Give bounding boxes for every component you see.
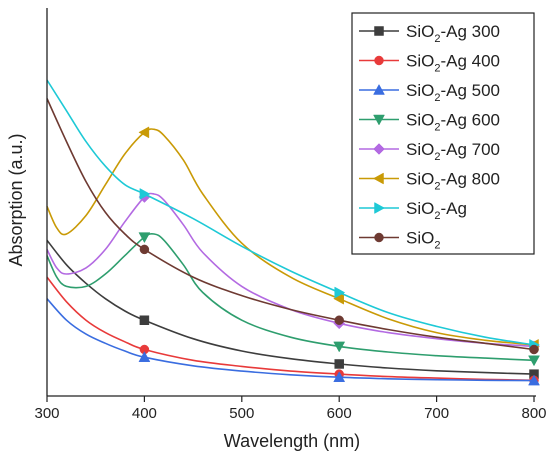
series-1 [46, 276, 539, 386]
legend-entry: SiO2-Ag 400 [359, 52, 500, 75]
legend-swatch-marker [374, 232, 384, 243]
legend-label-main: SiO [406, 52, 434, 71]
y-axis-title: Absorption (a.u.) [6, 133, 26, 266]
legend-label-subscript: 2 [434, 210, 440, 222]
x-tick-label: 500 [229, 405, 254, 422]
legend-label-subscript: 2 [434, 122, 440, 134]
legend-label-main: SiO [406, 199, 434, 218]
legend-swatch-marker [373, 143, 385, 155]
legend-label-subscript: 2 [434, 33, 440, 45]
data-point [138, 232, 151, 244]
legend-box [351, 12, 535, 255]
data-point [529, 344, 539, 355]
legend-entry: SiO2-Ag [359, 199, 467, 222]
data-point [334, 315, 344, 325]
legend-label-main: SiO [406, 229, 434, 248]
data-point [139, 315, 150, 325]
legend-label-subscript: 2 [434, 92, 440, 104]
x-tick-label: 300 [34, 405, 59, 422]
x-ticks: 300 400 500 600 700 800 [34, 396, 547, 422]
legend-entry: SiO2-Ag 600 [359, 111, 500, 134]
series-line [46, 298, 535, 382]
x-tick-label: 800 [521, 405, 546, 422]
axes [46, 8, 536, 397]
legend-label: SiO2-Ag 400 [406, 52, 500, 75]
legend-swatch-marker [374, 26, 384, 36]
legend-label-main: SiO [406, 22, 434, 41]
series-line [46, 239, 535, 375]
data-point [139, 244, 150, 255]
x-axis-title: Wavelength (nm) [224, 431, 360, 451]
legend-label-rest: -Ag 500 [440, 81, 500, 100]
x-tick-label: 700 [424, 405, 449, 422]
x-tick-label: 400 [132, 405, 157, 422]
legend-entry: SiO2-Ag 300 [359, 22, 500, 45]
legend-swatch-marker [372, 172, 384, 185]
legend-label-subscript: 2 [434, 181, 440, 193]
series-3 [46, 232, 540, 367]
series-7 [46, 98, 539, 355]
data-point [138, 126, 150, 139]
legend-entry: SiO2-Ag 700 [359, 140, 500, 163]
legend-label: SiO2-Ag 500 [406, 81, 500, 104]
data-point [333, 371, 346, 382]
data-point [528, 355, 540, 367]
data-point [334, 286, 346, 299]
legend-swatch-marker [373, 83, 385, 95]
legend-label-rest: -Ag 400 [440, 52, 500, 71]
legend-label: SiO2 [406, 229, 440, 252]
legend-entry: SiO2-Ag 800 [359, 170, 500, 193]
series-line [46, 79, 535, 346]
legend-label-main: SiO [406, 81, 434, 100]
plot-area [46, 79, 541, 386]
legend-label: SiO2-Ag 600 [406, 111, 500, 134]
legend-label-rest: -Ag 700 [440, 140, 500, 159]
data-point [139, 188, 151, 200]
legend-label-rest: -Ag 300 [440, 22, 500, 41]
legend-label-subscript: 2 [434, 240, 440, 252]
legend-swatch-marker [373, 114, 385, 126]
series-line [46, 128, 535, 346]
series-line [46, 98, 535, 351]
legend-swatch-marker [374, 202, 386, 214]
legend-label-main: SiO [406, 140, 434, 159]
legend-label: SiO2-Ag 300 [406, 22, 500, 45]
legend-label: SiO2-Ag 800 [406, 170, 500, 193]
legend-label-subscript: 2 [434, 63, 440, 75]
legend-swatch-marker [374, 55, 384, 66]
legend-label-rest: -Ag [440, 199, 466, 218]
legend-label-rest: -Ag 600 [440, 111, 500, 130]
legend-label-subscript: 2 [434, 151, 440, 163]
legend-label-rest: -Ag 800 [440, 170, 500, 189]
series-2 [46, 298, 540, 386]
legend-entry: SiO2 [359, 229, 440, 252]
series-line [46, 192, 535, 348]
data-point [528, 374, 540, 386]
legend-label: SiO2-Ag 700 [406, 140, 500, 163]
series-line [46, 276, 535, 382]
series-line [46, 232, 535, 362]
legend-label: SiO2-Ag [406, 199, 467, 222]
legend-label-main: SiO [406, 111, 434, 130]
legend-label-main: SiO [406, 170, 434, 189]
series-0 [46, 239, 539, 379]
data-point [333, 341, 346, 353]
legend-entry: SiO2-Ag 500 [359, 81, 500, 104]
data-point [138, 351, 151, 362]
data-point [334, 359, 344, 369]
x-tick-label: 600 [327, 405, 352, 422]
